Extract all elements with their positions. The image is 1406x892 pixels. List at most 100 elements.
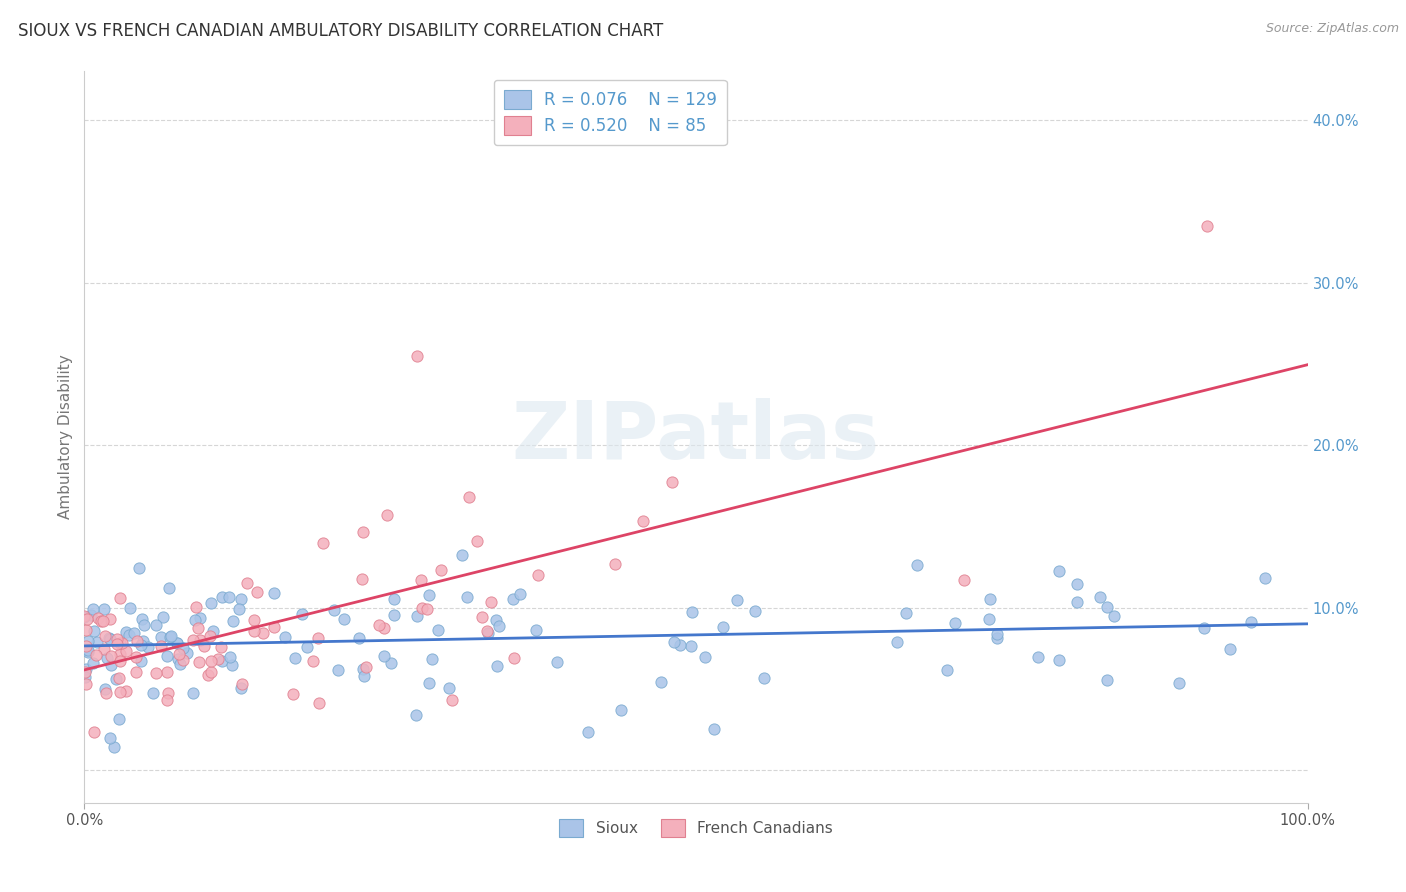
Point	[1197, 219, 1219, 233]
Point	[73, 609, 96, 624]
Point	[100, 648, 122, 663]
Point	[664, 635, 686, 649]
Point	[352, 572, 374, 586]
Point	[744, 604, 766, 618]
Point	[373, 621, 395, 635]
Point	[77, 643, 100, 657]
Point	[167, 647, 190, 661]
Point	[418, 676, 440, 690]
Point	[479, 595, 502, 609]
Point	[75, 639, 97, 653]
Point	[211, 654, 233, 668]
Point	[1254, 570, 1277, 584]
Point	[297, 640, 319, 655]
Point	[380, 656, 402, 670]
Point	[156, 693, 179, 707]
Point	[605, 557, 627, 571]
Point	[94, 629, 117, 643]
Point	[693, 649, 716, 664]
Point	[84, 648, 107, 662]
Point	[711, 620, 734, 634]
Point	[114, 683, 136, 698]
Point	[477, 624, 499, 638]
Point	[125, 665, 148, 679]
Point	[131, 638, 153, 652]
Text: ZIPatlas: ZIPatlas	[512, 398, 880, 476]
Point	[105, 632, 128, 646]
Point	[886, 635, 908, 649]
Point	[209, 640, 232, 654]
Point	[935, 663, 957, 677]
Point	[420, 652, 443, 666]
Point	[352, 525, 374, 540]
Point	[347, 631, 370, 645]
Point	[231, 677, 253, 691]
Point	[609, 703, 631, 717]
Point	[953, 573, 976, 587]
Point	[1168, 676, 1191, 690]
Point	[94, 686, 117, 700]
Point	[110, 648, 132, 662]
Point	[263, 620, 285, 634]
Point	[159, 630, 181, 644]
Point	[152, 610, 174, 624]
Point	[471, 609, 494, 624]
Point	[94, 681, 117, 696]
Point	[465, 534, 488, 549]
Point	[103, 739, 125, 754]
Text: SIOUX VS FRENCH CANADIAN AMBULATORY DISABILITY CORRELATION CHART: SIOUX VS FRENCH CANADIAN AMBULATORY DISA…	[18, 22, 664, 40]
Point	[98, 612, 121, 626]
Point	[108, 636, 131, 650]
Point	[236, 576, 259, 591]
Point	[132, 634, 155, 648]
Point	[197, 667, 219, 681]
Point	[308, 696, 330, 710]
Point	[108, 712, 131, 726]
Point	[98, 632, 121, 647]
Point	[703, 722, 725, 736]
Point	[82, 656, 104, 670]
Point	[243, 624, 266, 638]
Point	[375, 508, 398, 522]
Point	[104, 672, 127, 686]
Point	[93, 601, 115, 615]
Point	[125, 650, 148, 665]
Point	[943, 615, 966, 630]
Point	[73, 670, 96, 684]
Point	[188, 633, 211, 648]
Point	[105, 637, 128, 651]
Point	[187, 655, 209, 669]
Point	[98, 632, 121, 646]
Point	[411, 600, 433, 615]
Point	[252, 626, 274, 640]
Point	[76, 645, 98, 659]
Point	[406, 349, 429, 363]
Point	[93, 641, 115, 656]
Point	[73, 609, 96, 624]
Point	[977, 612, 1000, 626]
Point	[181, 686, 204, 700]
Point	[77, 633, 100, 648]
Point	[308, 632, 330, 646]
Point	[1194, 621, 1216, 635]
Point	[188, 611, 211, 625]
Point	[979, 592, 1001, 607]
Point	[681, 605, 703, 619]
Point	[193, 640, 215, 654]
Point	[200, 665, 222, 679]
Point	[219, 650, 242, 665]
Point	[142, 686, 165, 700]
Point	[430, 563, 453, 577]
Point	[221, 658, 243, 673]
Point	[323, 603, 346, 617]
Point	[132, 618, 155, 632]
Point	[200, 654, 222, 668]
Point	[83, 624, 105, 639]
Point	[905, 558, 928, 572]
Point	[1097, 673, 1119, 688]
Point	[167, 652, 190, 666]
Point	[1097, 599, 1119, 614]
Point	[156, 665, 179, 679]
Point	[156, 649, 179, 664]
Point	[150, 630, 173, 644]
